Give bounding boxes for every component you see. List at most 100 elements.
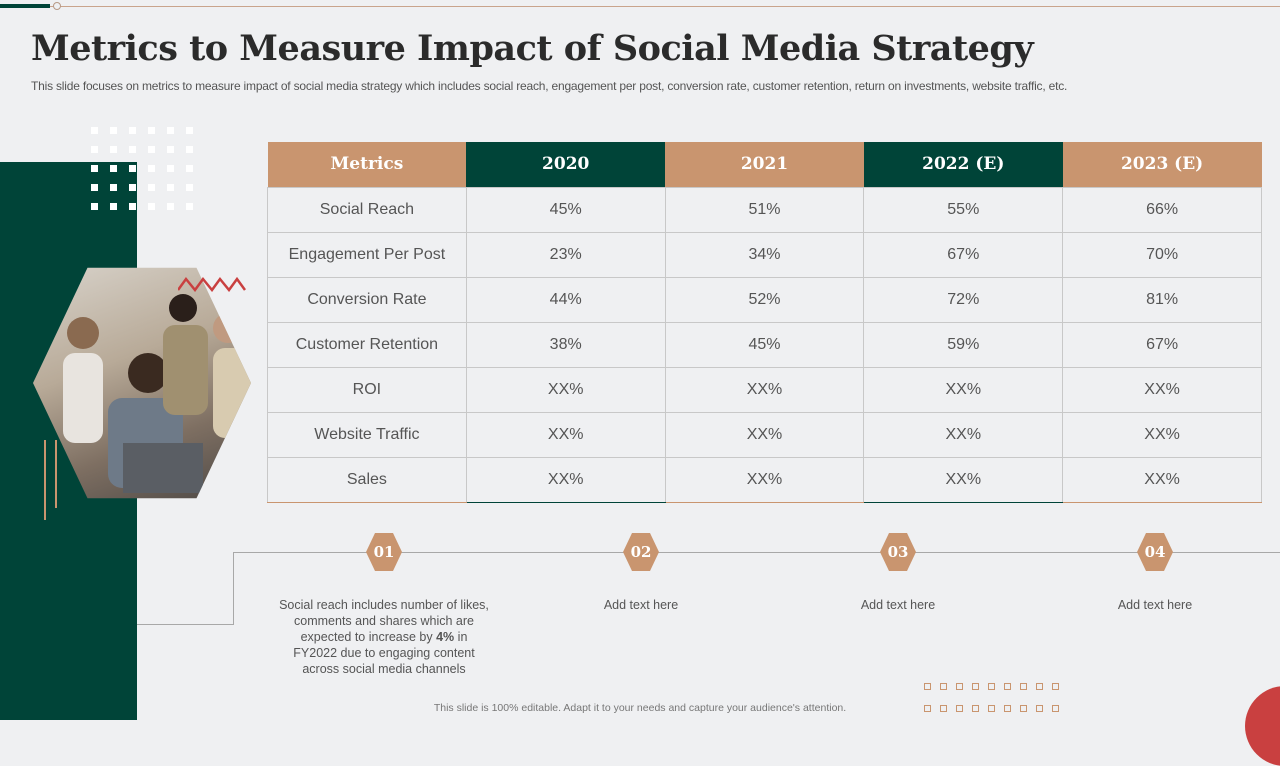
dot <box>91 165 98 172</box>
vertical-accent-line <box>44 440 46 520</box>
square-outline <box>1020 705 1027 712</box>
square-outline <box>1036 705 1043 712</box>
metric-name-cell: Customer Retention <box>267 321 467 368</box>
step-text-02: Add text here <box>603 598 679 612</box>
dot <box>148 203 155 210</box>
dot <box>186 165 193 172</box>
dot <box>91 146 98 153</box>
dot <box>186 184 193 191</box>
metric-value-cell: 38% <box>465 321 666 368</box>
metric-value-cell: 45% <box>465 186 666 233</box>
dot <box>110 184 117 191</box>
footer-note: This slide is 100% editable. Adapt it to… <box>433 702 847 714</box>
step-text-04: Add text here <box>1117 598 1193 612</box>
metric-value-cell: 52% <box>664 276 865 323</box>
square-outline <box>1036 683 1043 690</box>
dot <box>129 203 136 210</box>
table-row: Website Traffic XX% XX% XX% XX% <box>267 411 1262 458</box>
metric-value-cell: XX% <box>465 411 666 458</box>
dot <box>167 127 174 134</box>
metric-value-cell: 81% <box>1062 276 1262 323</box>
dot <box>129 146 136 153</box>
header-2021: 2021 <box>665 142 864 187</box>
metric-value-cell: 66% <box>1062 186 1262 233</box>
dot <box>148 165 155 172</box>
table-header-row: Metrics 2020 2021 2022 (E) 2023 (E) <box>267 142 1262 187</box>
metric-value-cell: 70% <box>1062 231 1262 278</box>
dot <box>91 203 98 210</box>
square-outline <box>956 683 963 690</box>
red-circle-decoration <box>1245 686 1280 766</box>
header-2022: 2022 (E) <box>863 142 1063 187</box>
metric-value-cell: 44% <box>465 276 666 323</box>
table-row: Engagement Per Post 23% 34% 67% 70% <box>267 231 1262 278</box>
dot <box>129 127 136 134</box>
square-outline-decoration <box>924 683 1059 712</box>
square-outline <box>988 683 995 690</box>
header-metrics: Metrics <box>267 142 467 187</box>
square-outline <box>1052 683 1059 690</box>
step-badge-03: 03 <box>880 533 916 571</box>
table-row: Customer Retention 38% 45% 59% 67% <box>267 321 1262 368</box>
table-row: Sales XX% XX% XX% XX% <box>267 456 1262 503</box>
dot <box>91 127 98 134</box>
metric-name-cell: ROI <box>267 366 467 413</box>
square-outline <box>1052 705 1059 712</box>
metric-value-cell: 34% <box>664 231 865 278</box>
dot <box>148 127 155 134</box>
top-accent-bar <box>0 4 50 8</box>
top-circle-marker <box>53 2 61 10</box>
metric-value-cell: 72% <box>863 276 1064 323</box>
page-subtitle: This slide focuses on metrics to measure… <box>31 79 1068 93</box>
metric-value-cell: XX% <box>1062 456 1262 503</box>
dot <box>186 146 193 153</box>
metrics-table: Metrics 2020 2021 2022 (E) 2023 (E) Soci… <box>267 142 1262 503</box>
dot <box>91 184 98 191</box>
square-outline <box>956 705 963 712</box>
table-row: Conversion Rate 44% 52% 72% 81% <box>267 276 1262 323</box>
step-text-part: Social reach includes number of likes, c… <box>279 598 489 644</box>
timeline-connector <box>233 552 234 625</box>
metric-value-cell: 67% <box>1062 321 1262 368</box>
metric-name-cell: Sales <box>267 456 467 503</box>
timeline-line <box>233 552 1280 553</box>
metric-value-cell: XX% <box>465 456 666 503</box>
metric-value-cell: 45% <box>664 321 865 368</box>
metric-value-cell: XX% <box>1062 366 1262 413</box>
square-outline <box>972 683 979 690</box>
dot <box>167 165 174 172</box>
table-row: ROI XX% XX% XX% XX% <box>267 366 1262 413</box>
square-outline <box>988 705 995 712</box>
vertical-accent-line <box>55 440 57 508</box>
metric-value-cell: 23% <box>465 231 666 278</box>
dot <box>110 203 117 210</box>
metric-value-cell: XX% <box>863 366 1064 413</box>
dot <box>110 127 117 134</box>
metric-value-cell: 59% <box>863 321 1064 368</box>
dot <box>167 184 174 191</box>
dot <box>167 203 174 210</box>
table-row: Social Reach 45% 51% 55% 66% <box>267 186 1262 233</box>
step-badge-04: 04 <box>1137 533 1173 571</box>
team-photo-hexagon <box>33 267 251 499</box>
metric-value-cell: XX% <box>1062 411 1262 458</box>
step-text-part: in FY2022 due to engaging content across… <box>293 630 475 676</box>
step-badge-02: 02 <box>623 533 659 571</box>
top-divider <box>0 6 1280 7</box>
dot-grid-decoration <box>91 127 193 210</box>
step-highlight: 4% <box>436 630 455 644</box>
dot <box>186 203 193 210</box>
step-text-03: Add text here <box>860 598 936 612</box>
header-2023: 2023 (E) <box>1062 142 1262 187</box>
metric-value-cell: 67% <box>863 231 1064 278</box>
metric-value-cell: XX% <box>863 411 1064 458</box>
square-outline <box>924 683 931 690</box>
metric-value-cell: XX% <box>664 411 865 458</box>
square-outline <box>940 705 947 712</box>
dot <box>186 127 193 134</box>
metric-value-cell: 55% <box>863 186 1064 233</box>
dot <box>110 146 117 153</box>
metric-value-cell: XX% <box>465 366 666 413</box>
dot <box>148 146 155 153</box>
zigzag-decoration <box>178 276 246 292</box>
